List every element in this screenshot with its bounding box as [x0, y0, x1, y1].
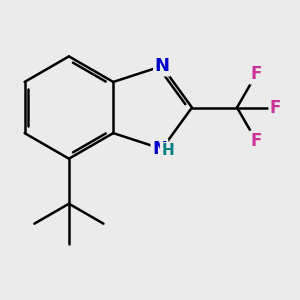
Text: F: F	[250, 65, 262, 83]
Text: N: N	[152, 140, 167, 158]
Text: N: N	[154, 57, 169, 75]
Text: H: H	[161, 143, 174, 158]
Text: F: F	[270, 98, 281, 116]
Text: F: F	[250, 132, 262, 150]
